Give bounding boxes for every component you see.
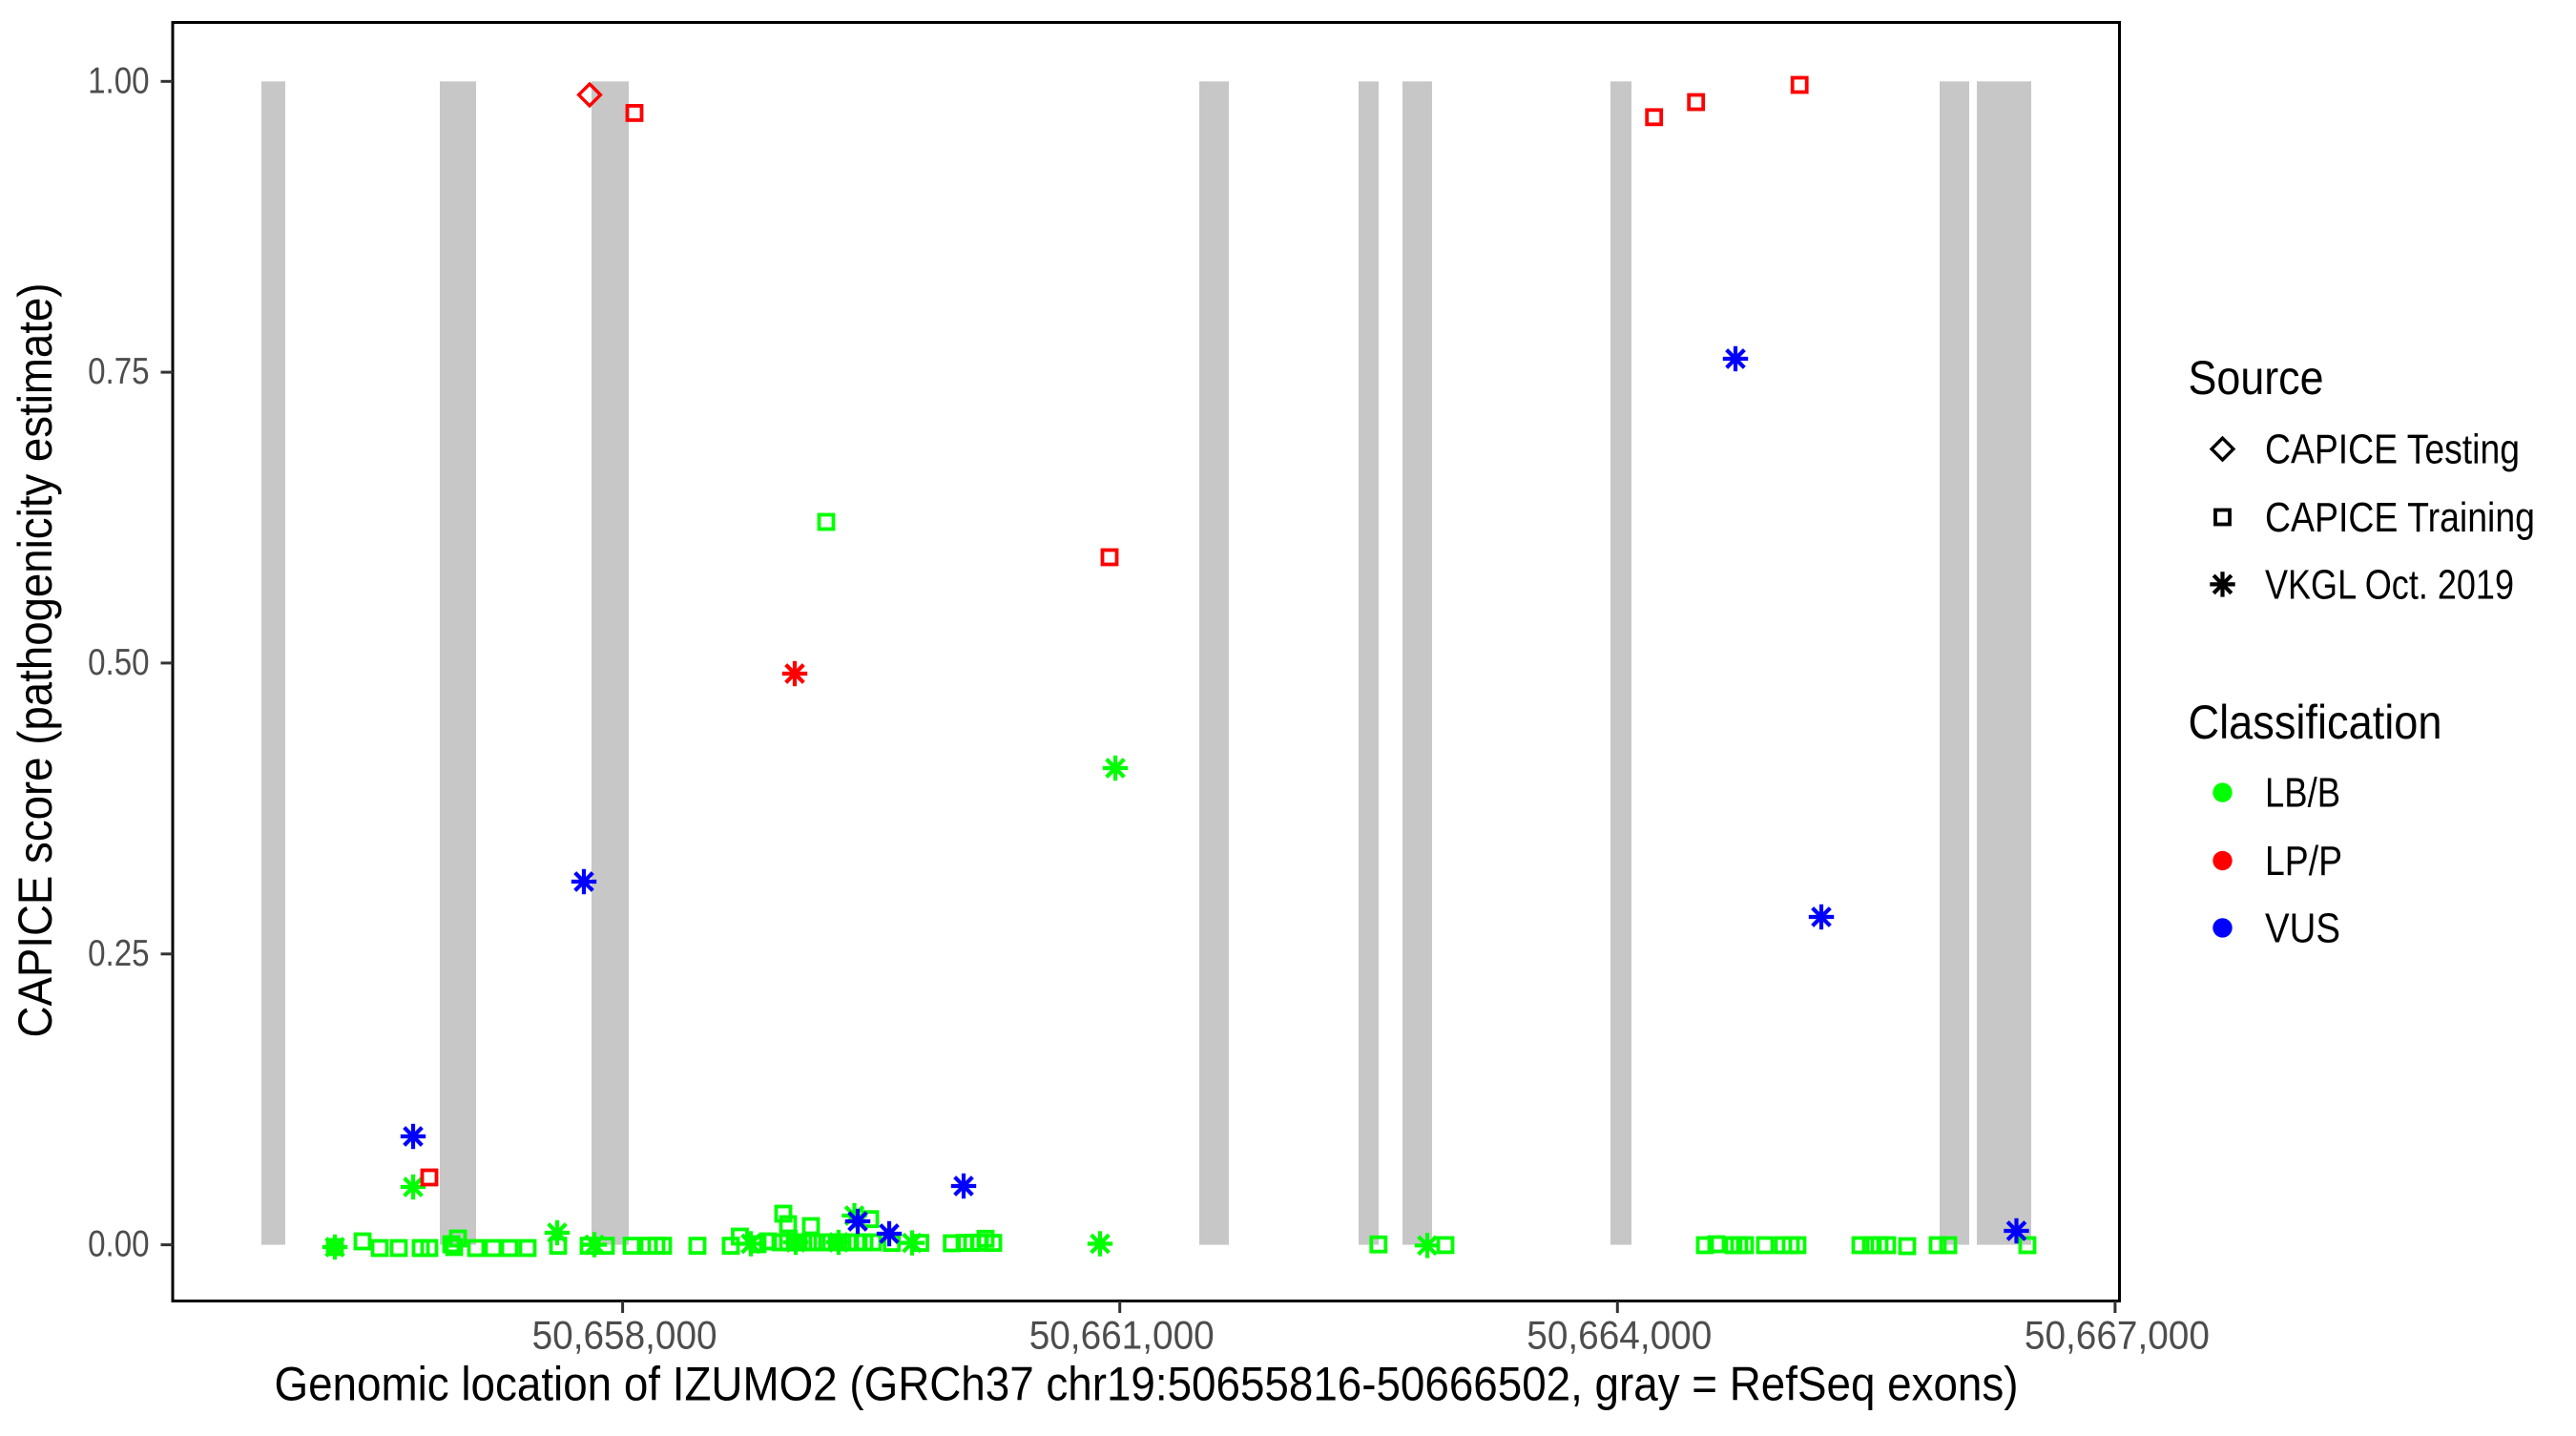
svg-text:0.25: 0.25 — [88, 933, 150, 974]
svg-text:Genomic location of IZUMO2 (GR: Genomic location of IZUMO2 (GRCh37 chr19… — [275, 1358, 2019, 1411]
svg-text:Classification: Classification — [2189, 696, 2442, 749]
svg-text:VKGL Oct. 2019: VKGL Oct. 2019 — [2265, 562, 2514, 608]
svg-text:0.75: 0.75 — [88, 351, 150, 392]
svg-text:50,658,000: 50,658,000 — [532, 1313, 717, 1358]
svg-text:CAPICE Training: CAPICE Training — [2265, 495, 2535, 541]
svg-text:0.50: 0.50 — [88, 642, 150, 683]
svg-text:LB/B: LB/B — [2265, 771, 2340, 817]
svg-text:CAPICE score (pathogenicity es: CAPICE score (pathogenicity estimate) — [9, 283, 62, 1038]
svg-text:CAPICE Testing: CAPICE Testing — [2265, 427, 2520, 473]
svg-text:LP/P: LP/P — [2265, 839, 2342, 884]
svg-text:1.00: 1.00 — [88, 60, 150, 101]
svg-text:Source: Source — [2189, 351, 2324, 405]
svg-text:50,667,000: 50,667,000 — [2025, 1313, 2210, 1358]
svg-text:50,661,000: 50,661,000 — [1029, 1313, 1215, 1358]
svg-text:VUS: VUS — [2265, 905, 2340, 951]
svg-text:50,664,000: 50,664,000 — [1527, 1313, 1712, 1358]
svg-text:0.00: 0.00 — [88, 1224, 150, 1265]
